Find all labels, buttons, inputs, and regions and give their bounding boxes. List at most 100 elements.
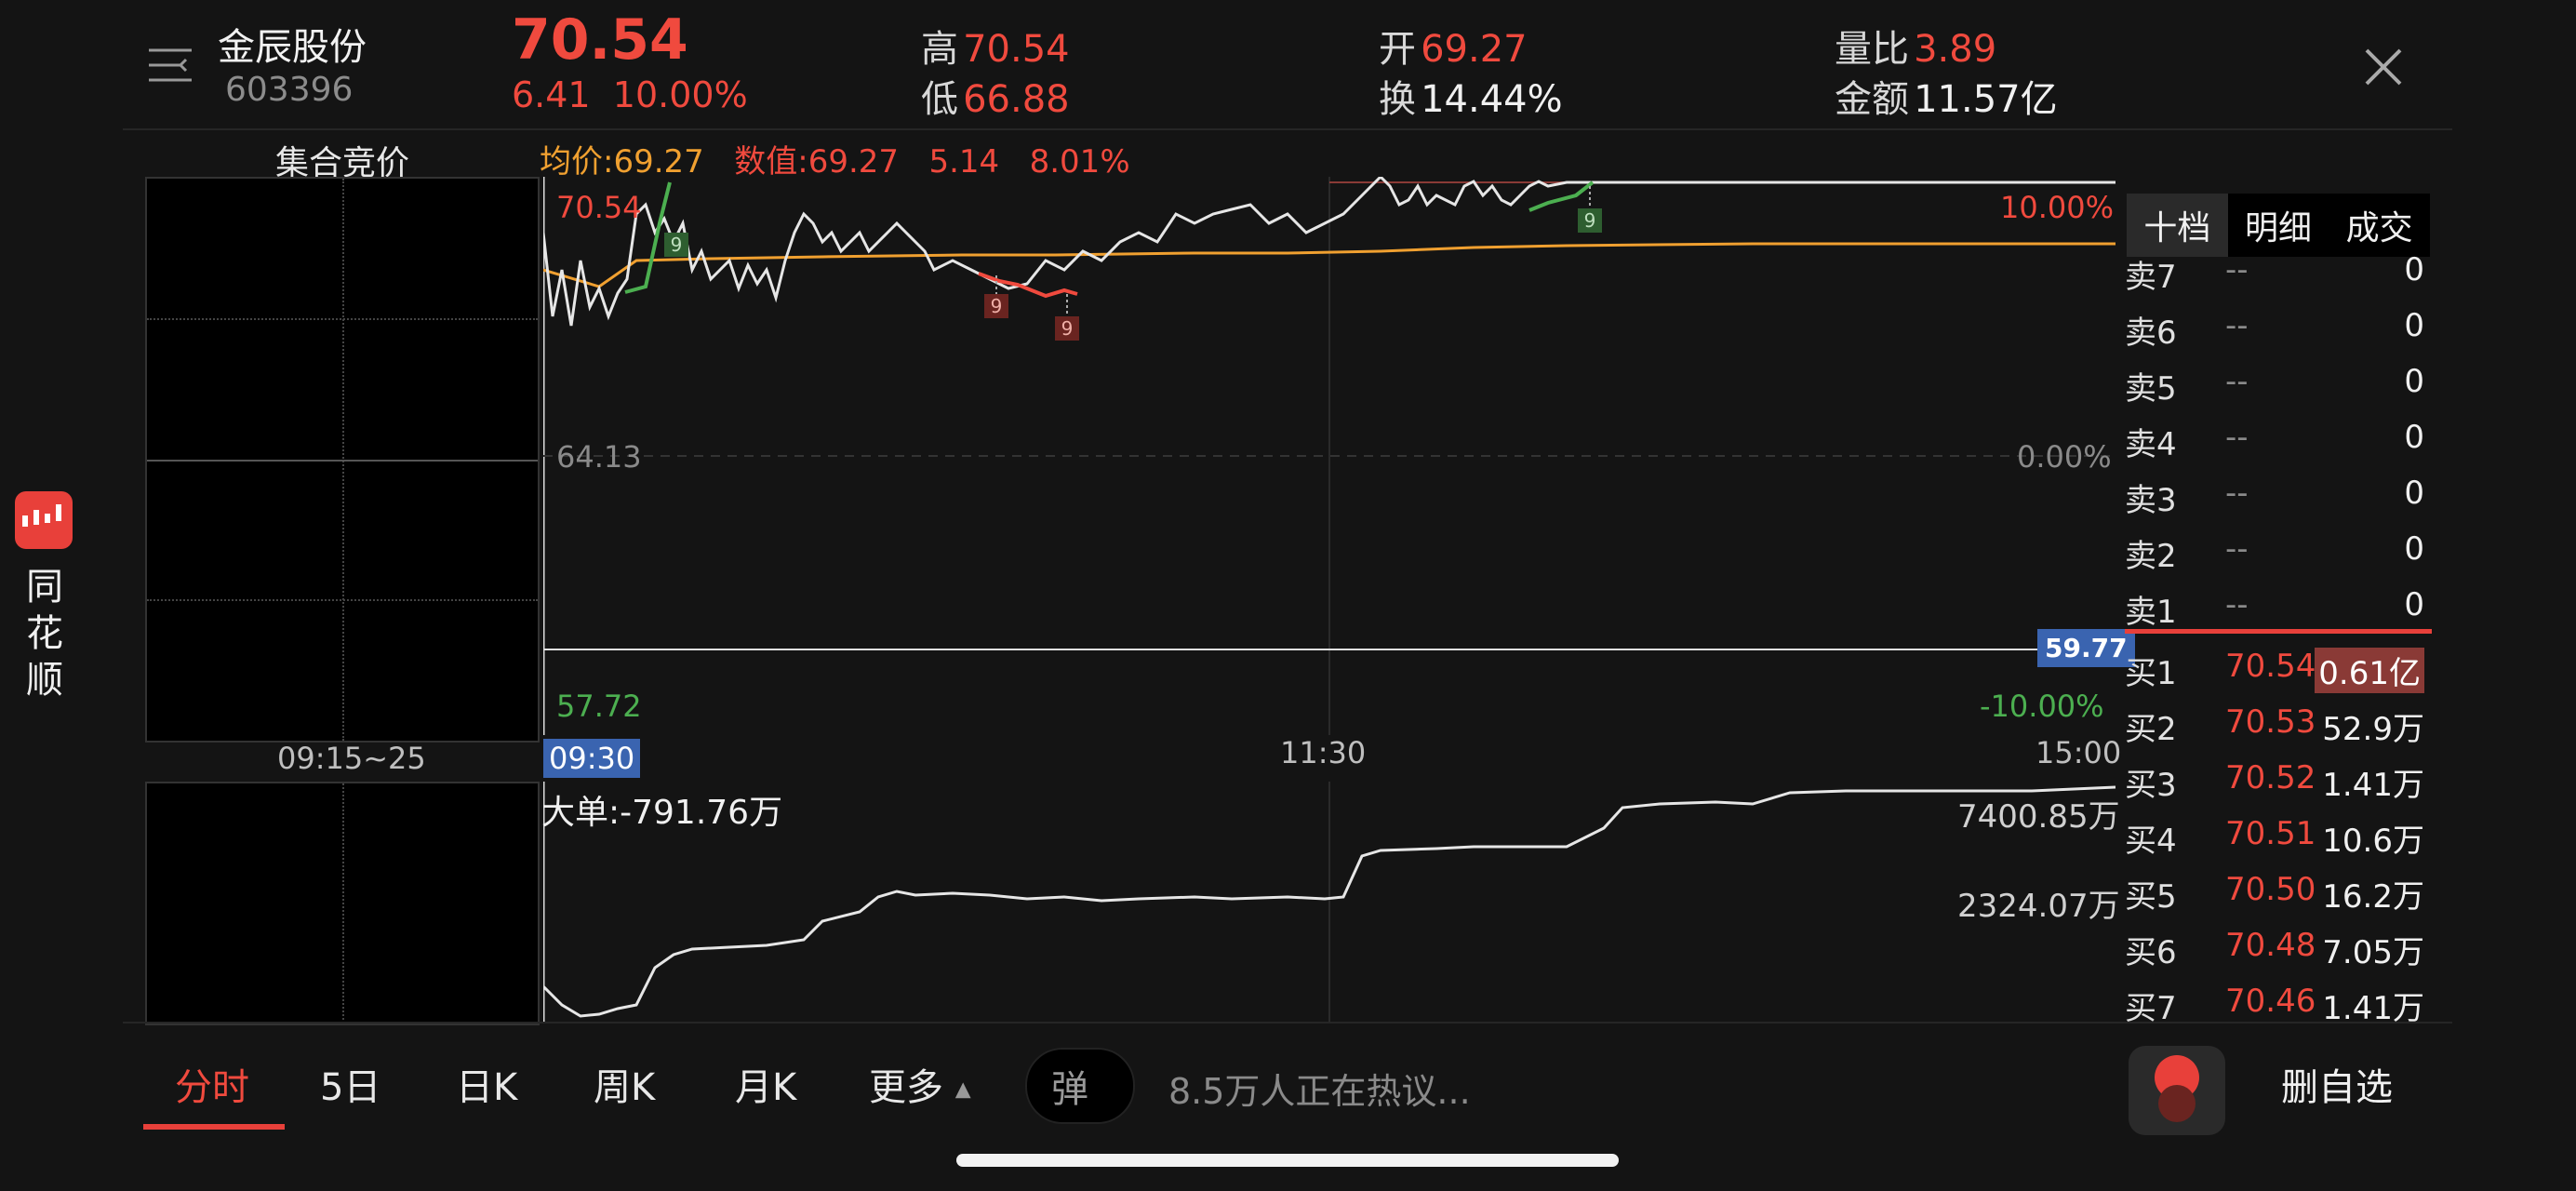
tab-trades[interactable]: 成交 [2329, 194, 2431, 257]
bid-row[interactable]: 买5 70.50 16.2万 [2125, 863, 2432, 916]
tab-weekly-k[interactable]: 周K [594, 1066, 656, 1109]
amount-stat: 金额 11.57亿 [1835, 69, 2058, 123]
bid-row[interactable]: 买4 70.51 10.6万 [2125, 808, 2432, 860]
tab-5day[interactable]: 5日 [320, 1066, 381, 1109]
bid-row[interactable]: 买6 70.48 7.05万 [2125, 919, 2432, 971]
ask-row[interactable]: 卖3 -- 0 [2125, 467, 2432, 519]
bid-price: 70.48 [2225, 927, 2316, 964]
orderbook-separator [2125, 629, 2432, 634]
open-value: 69.27 [1421, 28, 1528, 71]
discussion-text[interactable]: 8.5万人正在热议... [1168, 1071, 1471, 1112]
ask-price: -- [2225, 530, 2249, 568]
tab-daily-k[interactable]: 日K [456, 1066, 518, 1109]
high-label: 高 [921, 28, 958, 71]
bid-price: 70.52 [2225, 759, 2316, 796]
y-label-mid: 64.13 [556, 439, 642, 475]
ask-label: 卖4 [2125, 426, 2177, 463]
ask-row[interactable]: 卖7 -- 0 [2125, 244, 2432, 296]
remove-favorite-button[interactable]: 删自选 [2281, 1066, 2393, 1109]
ask-price: -- [2225, 251, 2249, 288]
ask-row[interactable]: 卖4 -- 0 [2125, 411, 2432, 463]
close-icon[interactable] [2361, 45, 2406, 89]
big-order-text: 大单:-791.76万 [541, 794, 783, 832]
ask-vol: 0 [2404, 586, 2424, 623]
value-text: 数值:69.27 [734, 143, 900, 181]
price-change: 6.41 10.00% [512, 74, 748, 115]
time-label-end: 15:00 [2035, 735, 2122, 770]
ask-row[interactable]: 卖6 -- 0 [2125, 300, 2432, 352]
avg-price-text: 均价:69.27 [540, 143, 704, 181]
bid-price: 70.53 [2225, 703, 2316, 741]
bid-label: 买4 [2125, 823, 2177, 860]
bid-row[interactable]: 买2 70.53 52.9万 [2125, 696, 2432, 748]
tab-intraday[interactable]: 分时 [175, 1066, 249, 1109]
header-divider [123, 128, 2452, 130]
tab-more[interactable]: 更多 ▲ [869, 1057, 971, 1111]
bid-label: 买2 [2125, 711, 2177, 748]
orderbook-tabs: 十档 明细 成交 [2127, 194, 2431, 257]
ask-label: 卖2 [2125, 538, 2177, 575]
vol-label-top: 7400.85万 [1957, 798, 2120, 836]
high-stat: 高 70.54 [921, 19, 1070, 73]
tab-monthly-k[interactable]: 月K [735, 1066, 797, 1109]
ask-vol: 0 [2404, 530, 2424, 568]
bid-label: 买6 [2125, 934, 2177, 971]
bid-row[interactable]: 买7 70.46 1.41万 [2125, 975, 2432, 1027]
big-order-line [543, 785, 2116, 1018]
ask-price: -- [2225, 419, 2249, 456]
chart-badge-icon [22, 504, 61, 527]
amount-value: 11.57亿 [1914, 78, 2058, 121]
time-label-start: 09:30 [543, 739, 641, 778]
tab-level10[interactable]: 十档 [2127, 194, 2228, 257]
bid-row[interactable]: 买1 70.54 0.61亿 [2125, 640, 2432, 693]
high-value: 70.54 [963, 28, 1070, 71]
ask-price: -- [2225, 586, 2249, 623]
low-stat: 低 66.88 [921, 69, 1070, 123]
bid-vol: 1.41万 [2322, 990, 2424, 1027]
auction-time: 09:15~25 [277, 741, 426, 776]
ask-vol: 0 [2404, 251, 2424, 288]
amount-label: 金额 [1835, 78, 1909, 121]
bid-vol: 10.6万 [2322, 823, 2424, 860]
ask-vol: 0 [2404, 363, 2424, 400]
bid-vol: 7.05万 [2322, 934, 2424, 971]
danmu-toggle-button[interactable] [1025, 1048, 1135, 1124]
change-percent: 10.00% [612, 74, 748, 115]
low-label: 低 [921, 78, 958, 121]
change-amount: 6.41 [512, 74, 591, 115]
vol-label-mid: 2324.07万 [1957, 888, 2120, 925]
home-indicator[interactable] [956, 1154, 1619, 1167]
ask-price: -- [2225, 475, 2249, 512]
ask-label: 卖6 [2125, 314, 2177, 352]
marker-badge-3: 9 [1055, 294, 1079, 341]
green-segment-2 [1528, 181, 1595, 212]
bid-vol: 1.41万 [2322, 767, 2424, 804]
favorite-icon[interactable] [2129, 1046, 2225, 1135]
red-segment-1 [978, 272, 1078, 299]
app-name-label[interactable]: 同花顺 [26, 566, 63, 702]
ask-row[interactable]: 卖1 -- 0 [2125, 579, 2432, 631]
app-badge-icon[interactable] [15, 491, 73, 549]
big-order-chart[interactable] [543, 782, 2116, 1022]
bid-row[interactable]: 买3 70.52 1.41万 [2125, 752, 2432, 804]
current-price: 70.54 [512, 7, 688, 73]
marker-label-1: 9 [671, 234, 683, 256]
menu-icon[interactable] [147, 45, 194, 87]
marker-badge-1: 9 [664, 233, 688, 257]
vol-ratio-label: 量比 [1835, 28, 1909, 71]
ask-label: 卖3 [2125, 482, 2177, 519]
open-stat: 开 69.27 [1379, 19, 1528, 73]
marker-label-2: 9 [991, 295, 1003, 317]
bid-label: 买5 [2125, 878, 2177, 916]
marker-label-3: 9 [1061, 317, 1074, 340]
bid-vol: 0.61亿 [2315, 648, 2424, 693]
intraday-price-chart[interactable]: 9 9 9 9 [543, 177, 2116, 735]
ask-price: -- [2225, 307, 2249, 344]
ask-row[interactable]: 卖2 -- 0 [2125, 523, 2432, 575]
pct-label-top: 10.00% [2000, 190, 2115, 225]
pct-label-mid: 0.00% [2017, 439, 2112, 475]
ask-label: 卖7 [2125, 259, 2177, 296]
active-tab-underline [143, 1124, 285, 1130]
ask-row[interactable]: 卖5 -- 0 [2125, 355, 2432, 408]
tab-detail[interactable]: 明细 [2227, 194, 2329, 257]
